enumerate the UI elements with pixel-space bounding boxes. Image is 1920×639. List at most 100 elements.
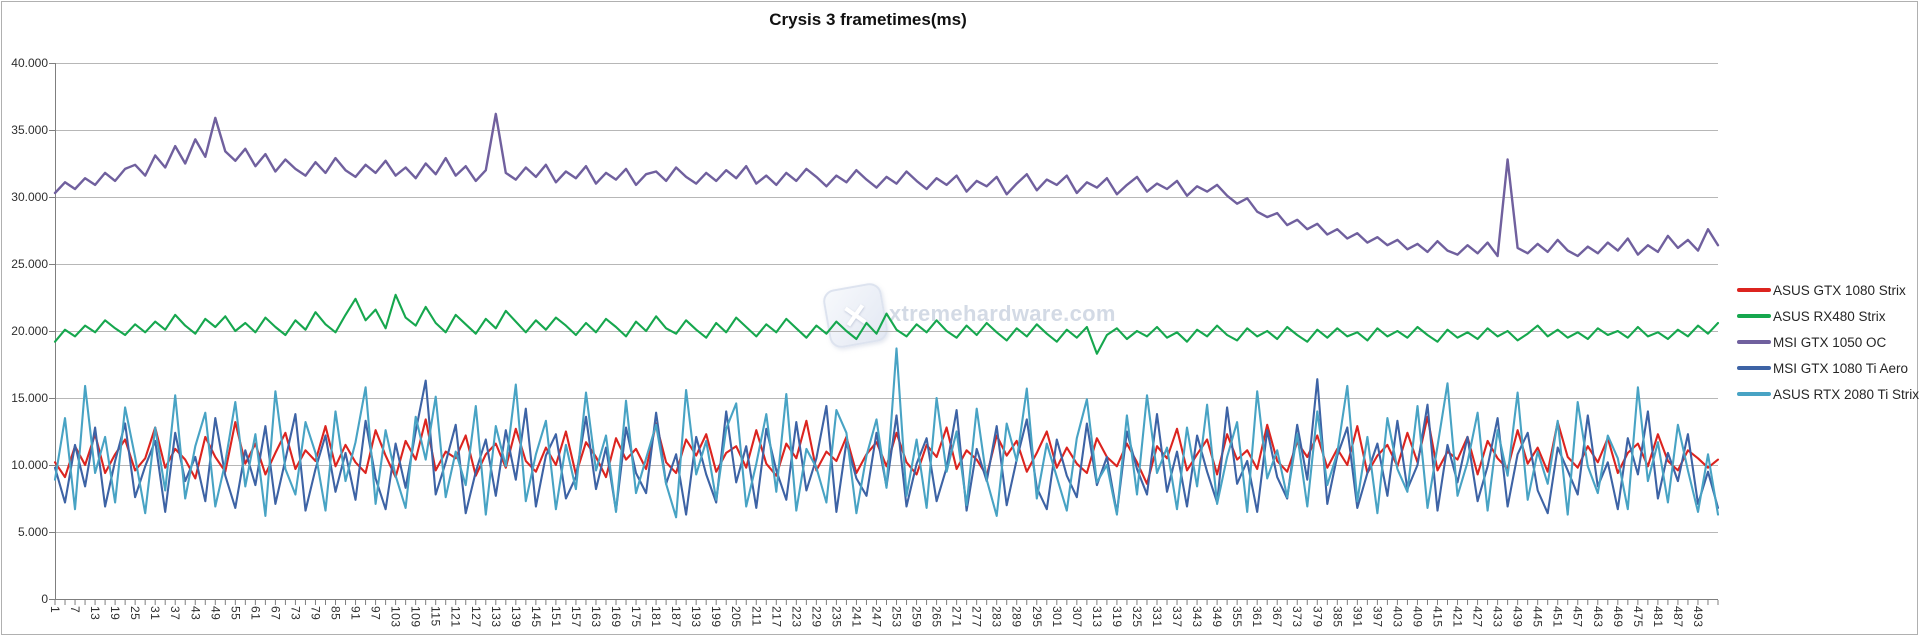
x-tick-label: 283 xyxy=(989,606,1004,628)
x-tick-label: 409 xyxy=(1410,606,1425,628)
x-tick-label: 199 xyxy=(709,606,724,628)
x-tick-label: 133 xyxy=(488,606,503,628)
legend-label: ASUS RTX 2080 Ti Strix xyxy=(1773,386,1920,402)
x-tick-label: 289 xyxy=(1009,606,1024,628)
y-tick-label: 20.000 xyxy=(11,324,48,338)
x-tick-label: 331 xyxy=(1149,606,1164,628)
x-tick-label: 457 xyxy=(1570,606,1585,628)
x-tick-label: 91 xyxy=(348,606,363,621)
series-line-msi-gtx-1080-ti-aero xyxy=(53,378,1720,516)
x-tick-label: 187 xyxy=(669,606,684,628)
x-tick-label: 13 xyxy=(88,606,103,621)
x-tick-label: 55 xyxy=(228,606,243,621)
x-tick-label: 379 xyxy=(1310,606,1325,628)
x-tick-label: 307 xyxy=(1069,606,1084,628)
x-tick-label: 469 xyxy=(1610,606,1625,628)
legend-swatch-icon xyxy=(1737,314,1771,318)
x-tick-label: 397 xyxy=(1370,606,1385,628)
x-tick-label: 301 xyxy=(1049,606,1064,628)
x-tick-label: 259 xyxy=(909,606,924,628)
x-tick-label: 49 xyxy=(208,606,223,621)
legend-label: MSI GTX 1050 OC xyxy=(1773,334,1887,350)
x-tick-label: 211 xyxy=(749,606,764,627)
x-tick-label: 337 xyxy=(1170,606,1185,628)
legend-item: ASUS RX480 Strix xyxy=(1737,303,1919,329)
x-tick-label: 67 xyxy=(268,606,283,621)
x-tick-label: 343 xyxy=(1190,606,1205,628)
y-tick-label: 40.000 xyxy=(11,56,48,70)
series-line-asus-rx480-strix xyxy=(53,293,1720,355)
x-tick-label: 157 xyxy=(568,606,583,628)
x-tick-label: 247 xyxy=(869,606,884,628)
legend-item: MSI GTX 1050 OC xyxy=(1737,329,1919,355)
x-tick-label: 421 xyxy=(1450,606,1465,628)
y-tick-label: 25.000 xyxy=(11,257,48,271)
x-tick-label: 103 xyxy=(388,606,403,628)
x-tick-label: 385 xyxy=(1330,606,1345,628)
x-tick-label: 487 xyxy=(1670,606,1685,628)
x-tick-label: 439 xyxy=(1510,606,1525,628)
x-tick-label: 25 xyxy=(128,606,143,621)
x-tick-label: 475 xyxy=(1630,606,1645,628)
y-tick-label: 15.000 xyxy=(11,391,48,405)
x-tick-label: 229 xyxy=(809,606,824,628)
legend-label: ASUS RX480 Strix xyxy=(1773,308,1886,324)
x-tick-label: 367 xyxy=(1270,606,1285,628)
x-axis-tick-comb xyxy=(54,600,1719,605)
legend-swatch-icon xyxy=(1737,366,1771,370)
x-tick-label: 271 xyxy=(949,606,964,628)
watermark-text: xtremehardware.com xyxy=(889,301,1116,326)
x-tick-label: 145 xyxy=(528,606,543,628)
x-tick-label: 61 xyxy=(248,606,263,621)
x-tick-label: 79 xyxy=(308,606,323,621)
legend-item: ASUS RTX 2080 Ti Strix xyxy=(1737,381,1919,407)
x-tick-label: 445 xyxy=(1530,606,1545,628)
x-tick-label: 37 xyxy=(168,606,183,621)
x-tick-label: 7 xyxy=(68,606,83,614)
x-tick-label: 139 xyxy=(508,606,523,628)
x-tick-label: 361 xyxy=(1250,606,1265,628)
x-tick-label: 481 xyxy=(1650,606,1665,628)
x-tick-label: 31 xyxy=(148,606,163,621)
legend: ASUS GTX 1080 Strix ASUS RX480 Strix MSI G… xyxy=(1737,277,1919,407)
x-tick-label: 127 xyxy=(468,606,483,628)
x-tick-label: 43 xyxy=(188,606,203,621)
x-tick-label: 313 xyxy=(1089,606,1104,628)
x-tick-label: 217 xyxy=(769,606,784,628)
y-tick-label: 35.000 xyxy=(11,123,48,137)
x-tick-label: 115 xyxy=(428,606,443,627)
y-tick-label: 30.000 xyxy=(11,190,48,204)
x-tick-label: 181 xyxy=(649,606,664,628)
x-tick-label: 169 xyxy=(609,606,623,628)
x-tick-label: 373 xyxy=(1290,606,1305,628)
x-tick-label: 427 xyxy=(1470,606,1485,628)
y-tick-label: 5.000 xyxy=(17,525,48,539)
x-tick-label: 463 xyxy=(1590,606,1605,628)
x-tick-label: 235 xyxy=(829,606,844,628)
x-tick-label: 355 xyxy=(1230,606,1245,628)
x-tick-label: 241 xyxy=(849,606,864,628)
x-tick-label: 109 xyxy=(408,606,423,628)
x-tick-label: 223 xyxy=(789,606,804,628)
x-tick-label: 205 xyxy=(729,606,744,628)
legend-swatch-icon xyxy=(1737,288,1771,292)
x-tick-label: 193 xyxy=(689,606,704,628)
x-tick-label: 493 xyxy=(1690,606,1705,628)
x-tick-label: 433 xyxy=(1490,606,1505,628)
legend-label: ASUS GTX 1080 Strix xyxy=(1773,282,1906,298)
legend-item: ASUS GTX 1080 Strix xyxy=(1737,277,1919,303)
x-tick-label: 403 xyxy=(1390,606,1405,628)
legend-swatch-icon xyxy=(1737,340,1771,344)
legend-swatch-icon xyxy=(1737,392,1771,396)
legend-item: MSI GTX 1080 Ti Aero xyxy=(1737,355,1919,381)
chart-title: Crysis 3 frametimes(ms) xyxy=(769,10,967,29)
x-tick-label: 163 xyxy=(588,606,603,628)
x-tick-label: 19 xyxy=(108,606,123,621)
x-tick-label: 319 xyxy=(1109,606,1124,628)
x-tick-label: 1 xyxy=(48,606,62,614)
x-tick-label: 73 xyxy=(288,606,303,621)
y-tick-label: 10.000 xyxy=(11,458,48,472)
x-tick-label: 295 xyxy=(1029,606,1044,628)
